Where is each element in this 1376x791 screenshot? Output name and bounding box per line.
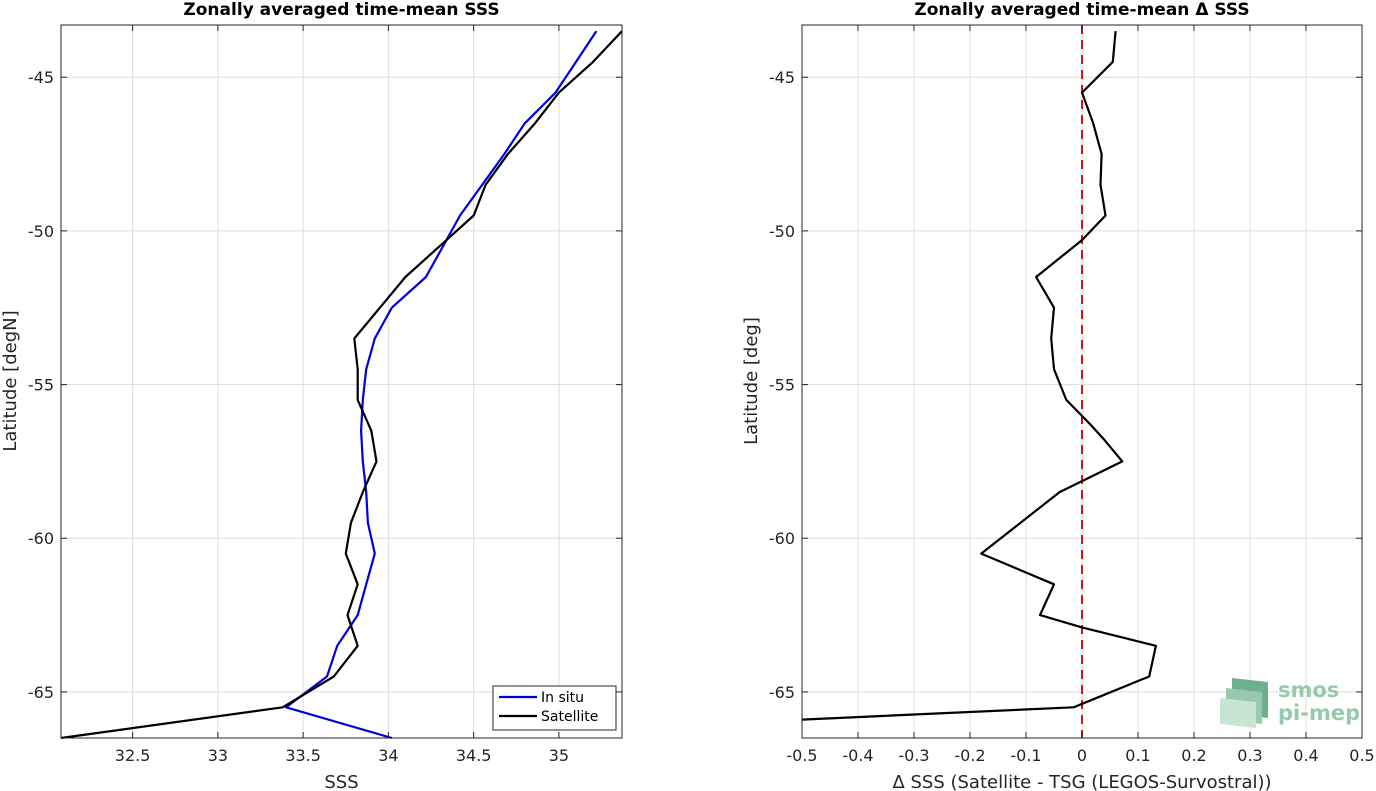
x-tick-label-35: 35 <box>549 746 569 765</box>
x-axis-label: Δ SSS (Satellite - TSG (LEGOS-Survostral… <box>892 772 1271 791</box>
logo-text-pimep: pi-mep <box>1278 701 1360 725</box>
y-tick-label-50: -50 <box>769 222 795 241</box>
y-tick-label-55: -55 <box>28 376 54 395</box>
x-axis-label: SSS <box>324 772 358 791</box>
x-tick-label-33-5: 33.5 <box>285 746 321 765</box>
x-tick-label-0-2: -0.2 <box>954 746 985 765</box>
series-lines <box>60 30 623 740</box>
grid-lines <box>802 25 1362 738</box>
series-line-satellite <box>60 30 623 740</box>
y-tick-label-50: -50 <box>28 222 54 241</box>
x-tick-label-0-2: 0.2 <box>1181 746 1206 765</box>
legend-label-satellite: Satellite <box>541 709 598 725</box>
y-tick-label-65: -65 <box>769 683 795 702</box>
x-tick-label-0-1: -0.1 <box>1010 746 1041 765</box>
legend-label-in-situ: In situ <box>541 690 584 706</box>
legend: In situ Satellite <box>492 685 617 731</box>
logo-emblem-icon <box>1220 678 1268 728</box>
y-tick-label-45: -45 <box>769 68 795 87</box>
x-tick-label-0: 0 <box>1077 746 1087 765</box>
y-tick-label-45: -45 <box>28 68 54 87</box>
tick-labels: -0.5 -0.4 -0.3 -0.2 -0.1 0 0.1 0.2 0.3 0.4 0.5 -45 -… <box>769 25 1375 765</box>
tick-labels: 32.5 33 33.5 34 34.5 35 -45 -50 -55 -60 -65 <box>28 25 622 765</box>
y-tick-label-60: -60 <box>769 529 795 548</box>
x-tick-label-33: 33 <box>208 746 228 765</box>
y-tick-label-65: -65 <box>28 683 54 702</box>
smos-pimep-logo: smos pi-mep <box>1220 678 1360 728</box>
x-tick-label-0-3: 0.3 <box>1237 746 1262 765</box>
x-tick-label-0-4: 0.4 <box>1293 746 1318 765</box>
x-tick-label-0-5: -0.5 <box>786 746 817 765</box>
x-tick-label-0-1: 0.1 <box>1125 746 1150 765</box>
x-tick-label-0-4: -0.4 <box>842 746 873 765</box>
y-tick-label-55: -55 <box>769 376 795 395</box>
x-tick-label-34: 34 <box>378 746 398 765</box>
y-axis-label: Latitude [deg] <box>741 317 762 445</box>
series-line-delta-sss <box>801 31 1158 721</box>
chart-sss: 32.5 33 33.5 34 34.5 35 -45 -50 -55 -60 -65 Zonall… <box>0 0 623 791</box>
chart-title: Zonally averaged time-mean Δ SSS <box>914 0 1249 20</box>
plot-frame <box>60 24 623 739</box>
series-lines <box>801 31 1158 721</box>
legend-box <box>492 685 617 731</box>
y-axis-label: Latitude [degN] <box>0 310 21 451</box>
x-tick-label-34-5: 34.5 <box>456 746 492 765</box>
chart-title: Zonally averaged time-mean SSS <box>183 0 499 20</box>
series-line-in-situ <box>285 30 598 740</box>
chart-delta-sss: -0.5 -0.4 -0.3 -0.2 -0.1 0 0.1 0.2 0.3 0.4 0.5 -45 -… <box>741 0 1375 791</box>
x-tick-label-0-5: 0.5 <box>1349 746 1374 765</box>
grid-lines <box>61 25 622 738</box>
x-tick-label-32-5: 32.5 <box>115 746 151 765</box>
y-tick-label-60: -60 <box>28 529 54 548</box>
logo-text-smos: smos <box>1278 678 1339 702</box>
x-tick-label-0-3: -0.3 <box>898 746 929 765</box>
